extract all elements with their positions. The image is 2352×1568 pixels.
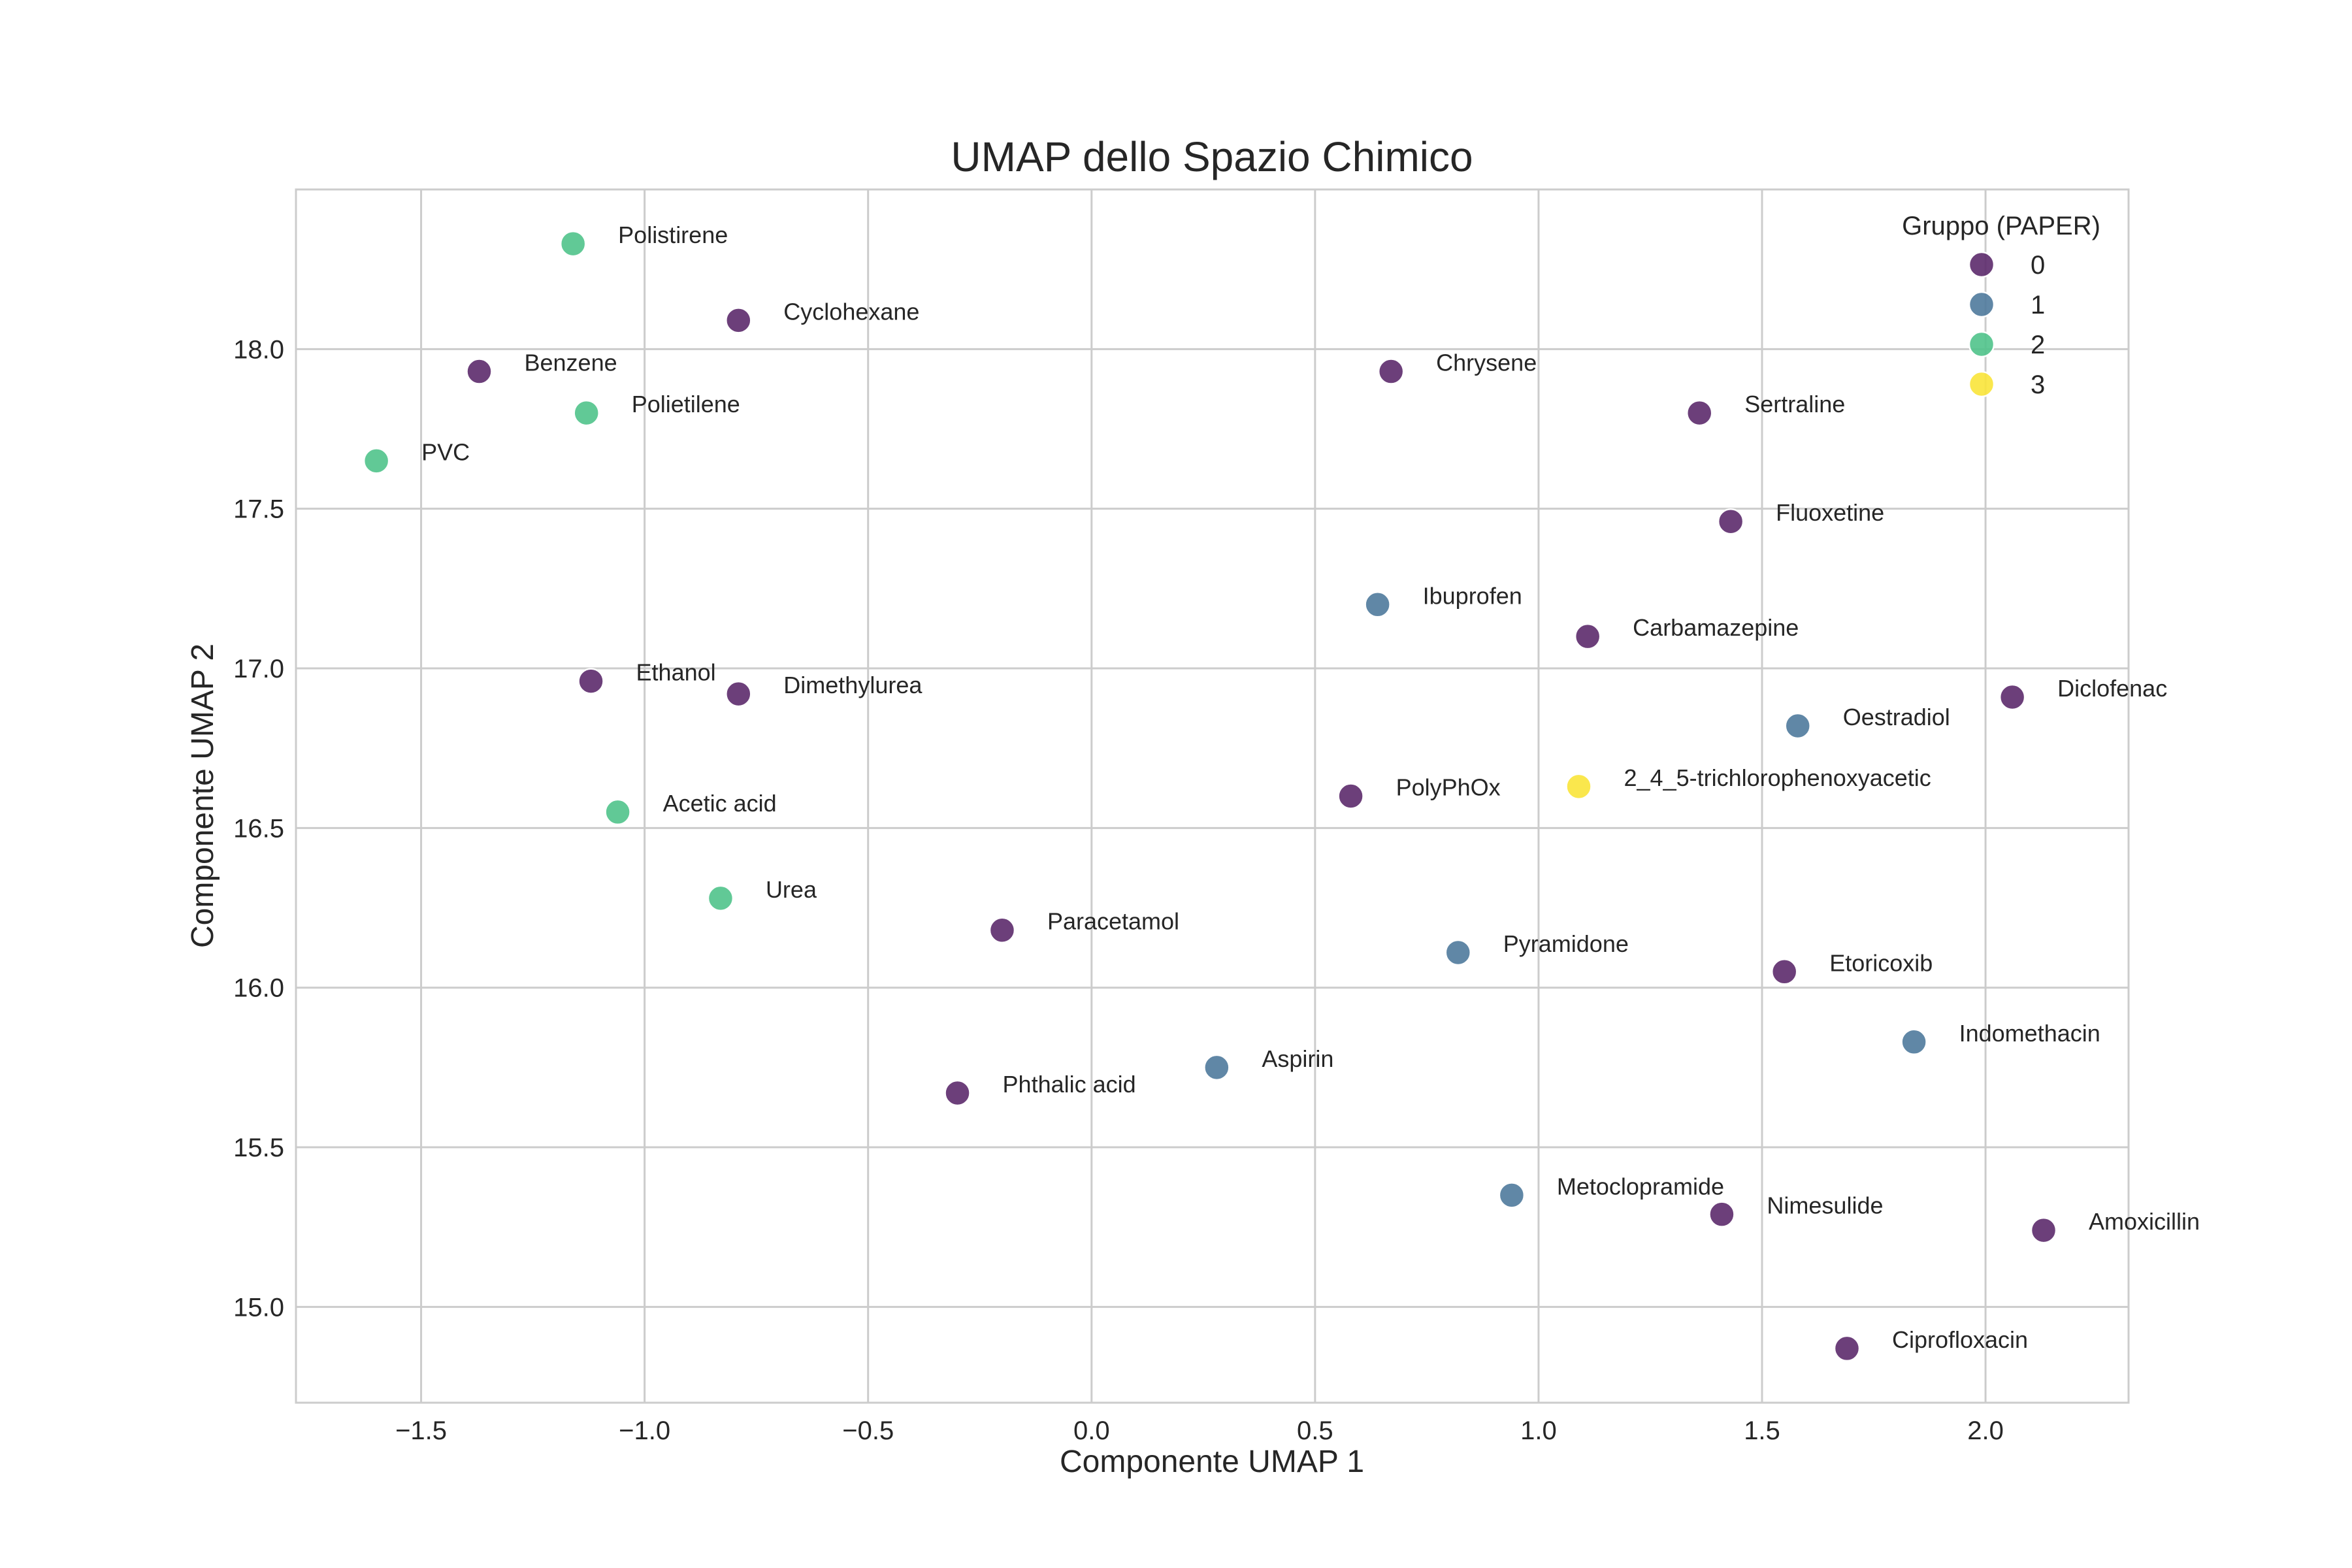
data-point	[1901, 1028, 1927, 1056]
data-point	[1708, 1201, 1735, 1228]
point-label: PolyPhOx	[1396, 774, 1501, 801]
x-tick-label: −1.0	[619, 1416, 670, 1445]
x-tick-label: −1.5	[395, 1416, 447, 1445]
chart-title: UMAP dello Spazio Chimico	[951, 133, 1473, 180]
point-label: Sertraline	[1744, 391, 1845, 417]
data-point	[466, 358, 493, 385]
point-label: Chrysene	[1436, 350, 1537, 376]
point-label: Oestradiol	[1843, 704, 1950, 730]
point-label: Benzene	[525, 350, 617, 376]
point-label: Aspirin	[1262, 1045, 1333, 1072]
y-tick-label: 17.0	[233, 655, 284, 683]
point-label: Dimethylurea	[783, 672, 923, 698]
data-point	[604, 798, 631, 826]
point-label: Indomethacin	[1959, 1020, 2100, 1047]
data-point	[573, 399, 600, 427]
x-tick-label: 0.5	[1297, 1416, 1333, 1445]
point-label: Fluoxetine	[1776, 499, 1884, 526]
point-label: Polietilene	[632, 391, 740, 417]
legend-label: 2	[2031, 331, 2045, 359]
point-label: Ibuprofen	[1423, 582, 1522, 609]
y-tick-label: 16.0	[233, 974, 284, 1003]
point-label: Nimesulide	[1767, 1192, 1883, 1219]
legend: Gruppo (PAPER) 0 1 2 3	[1902, 212, 2100, 399]
legend-label: 1	[2031, 291, 2045, 319]
point-label: Metoclopramide	[1557, 1173, 1724, 1200]
legend-marker	[1968, 331, 1995, 358]
point-label: Etoricoxib	[1829, 949, 1933, 976]
point-label: Ethanol	[636, 659, 716, 686]
data-point	[559, 230, 587, 257]
legend-marker	[1968, 370, 1995, 398]
data-point	[2030, 1217, 2057, 1244]
point-label: PVC	[421, 438, 470, 465]
data-point	[1717, 508, 1744, 535]
data-point	[1771, 958, 1798, 985]
legend-marker	[1968, 251, 1995, 278]
data-point	[1337, 783, 1364, 809]
y-tick-label: 16.5	[233, 814, 284, 843]
point-label: Ciprofloxacin	[1892, 1326, 2028, 1353]
y-axis-label: Componente UMAP 2	[186, 644, 220, 948]
plot-frame	[295, 188, 2130, 1404]
y-tick-label: 15.0	[233, 1293, 284, 1322]
point-label: Carbamazepine	[1633, 614, 1799, 641]
y-tick-label: 18.0	[233, 335, 284, 364]
point-labels: Polistirene Cyclohexane Benzene Polietilene…	[421, 221, 2200, 1353]
point-label: Urea	[766, 876, 817, 903]
point-label: Diclofenac	[2057, 675, 2167, 702]
point-label: Paracetamol	[1047, 908, 1179, 935]
point-label: Phthalic acid	[1003, 1071, 1136, 1098]
data-point	[1574, 623, 1601, 650]
x-tick-label: 2.0	[1967, 1416, 2004, 1445]
x-tick-label: 1.5	[1744, 1416, 1780, 1445]
data-point	[363, 448, 390, 474]
x-tick-label: 1.0	[1520, 1416, 1557, 1445]
legend-label: 0	[2031, 251, 2045, 280]
legend-marker	[1968, 291, 1995, 318]
data-point	[1999, 683, 2026, 711]
data-point	[707, 885, 734, 912]
data-point	[578, 668, 604, 694]
legend-entries: 0 1 2 3	[1968, 251, 2045, 399]
point-label: Pyramidone	[1503, 930, 1629, 957]
point-label: Amoxicillin	[2089, 1208, 2200, 1235]
point-label: Cyclohexane	[783, 298, 919, 325]
data-point	[1203, 1054, 1230, 1081]
data-point	[988, 917, 1016, 943]
data-point	[944, 1079, 971, 1107]
point-label: Polistirene	[618, 221, 728, 248]
data-points	[363, 230, 2057, 1362]
data-point	[1833, 1335, 1861, 1362]
y-tick-labels: 15.0 15.5 16.0 16.5 17.0 17.5 18.0	[233, 335, 284, 1322]
x-tick-label: 0.0	[1073, 1416, 1110, 1445]
y-tick-label: 17.5	[233, 495, 284, 524]
y-tick-label: 15.5	[233, 1134, 284, 1162]
data-point	[1784, 712, 1811, 740]
legend-title: Gruppo (PAPER)	[1902, 212, 2100, 240]
data-point	[1377, 358, 1405, 385]
data-point	[1445, 939, 1472, 966]
data-point	[1364, 591, 1391, 618]
x-tick-labels: −1.5 −1.0 −0.5 0.0 0.5 1.0 1.5 2.0	[395, 1416, 2004, 1445]
x-axis-label: Componente UMAP 1	[1060, 1445, 1364, 1479]
data-point	[725, 680, 752, 708]
point-label: Acetic acid	[663, 790, 777, 817]
legend-label: 3	[2031, 370, 2045, 399]
data-point	[1686, 399, 1713, 427]
x-tick-label: −0.5	[842, 1416, 894, 1445]
point-label: 2_4_5-trichlorophenoxyacetic	[1624, 764, 1931, 791]
data-point	[1498, 1182, 1526, 1209]
data-point	[725, 307, 752, 334]
data-point	[1565, 773, 1592, 800]
